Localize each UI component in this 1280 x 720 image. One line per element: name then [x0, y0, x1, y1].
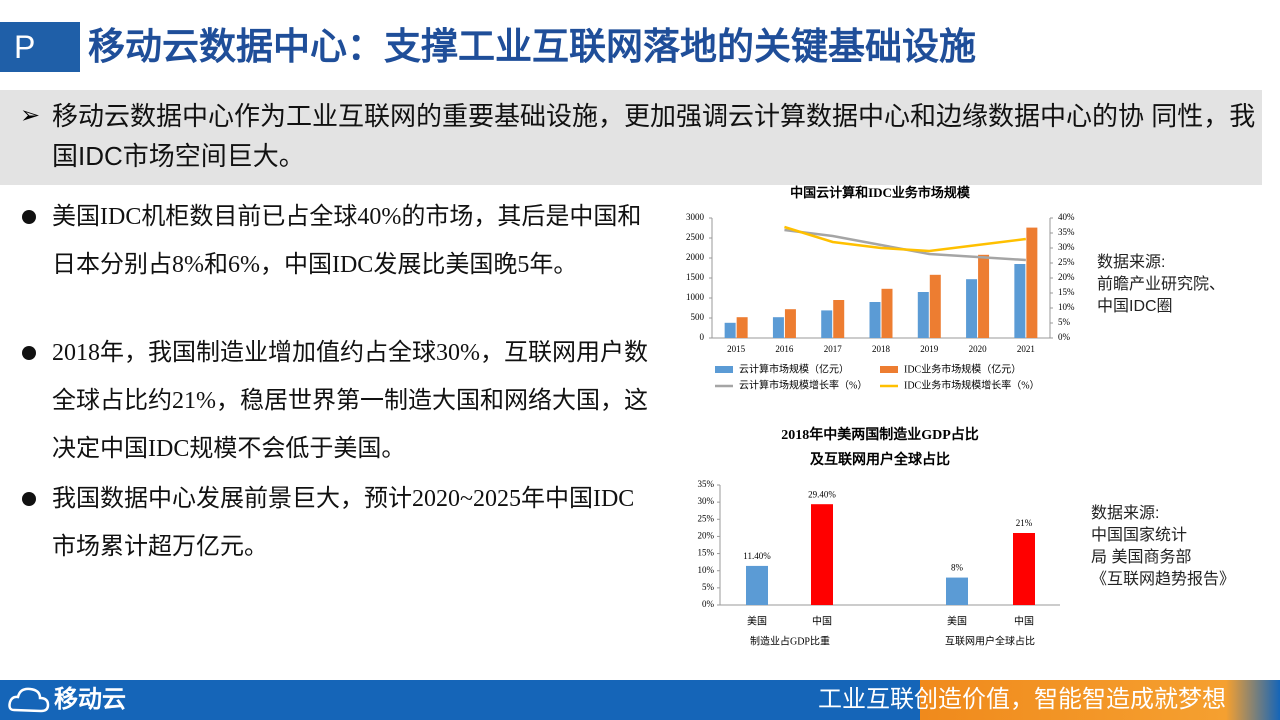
bar — [736, 317, 748, 338]
source-line: 《互联网趋势报告》 — [1091, 571, 1236, 588]
y-tick-label: 30% — [698, 496, 715, 506]
y-tick-label: 20% — [698, 530, 715, 540]
x-tick-label: 美国 — [747, 614, 767, 627]
x-tick-label: 2019 — [920, 344, 939, 354]
bar — [869, 302, 881, 338]
bar — [821, 310, 833, 338]
y-tick-label: 2000 — [686, 252, 705, 262]
slogan: 工业互联创造价值，智能智造成就梦想 — [818, 686, 1226, 713]
bullet: 我国数据中心发展前景巨大，预计2020~2025年中国IDC市场累计超万亿元。 — [52, 486, 635, 560]
source: 数据来源: 中国国家统计局 美国商务部《互联网趋势报告》 — [1091, 503, 1235, 591]
summary: 移动云数据中心作为工业互联网的重要基础设施，更加强调云计算数据中心和边缘数据中心… — [52, 101, 1256, 171]
line — [784, 228, 1026, 262]
source-line: 数据来源: — [1091, 505, 1160, 522]
x-tick-label: 中国 — [812, 614, 832, 627]
y2-tick-label: 25% — [1058, 257, 1075, 267]
source-line: 数据来源: — [1097, 254, 1166, 271]
y2-tick-label: 30% — [1058, 242, 1075, 252]
y-tick-label: 1500 — [686, 272, 705, 282]
bar — [1026, 227, 1038, 338]
bar — [833, 300, 845, 338]
bullet-dot — [22, 346, 36, 360]
value-label: 29.40% — [808, 489, 836, 499]
y2-tick-label: 0% — [1058, 332, 1071, 342]
y-tick-label: 5% — [702, 582, 715, 592]
bar — [724, 322, 736, 338]
legend-label: IDC业务市场规模增长率（%） — [904, 378, 1040, 391]
x-tick-label: 2020 — [969, 344, 988, 354]
y2-tick-label: 10% — [1058, 302, 1075, 312]
y-tick-label: 15% — [698, 548, 715, 558]
y-tick-label: 1000 — [686, 292, 705, 302]
bar — [811, 504, 833, 605]
bar — [784, 309, 796, 338]
logo: 移动云 — [54, 686, 126, 713]
x-tick-label: 2016 — [775, 344, 794, 354]
logo-icon — [8, 687, 50, 713]
y-tick-label: 25% — [698, 513, 715, 523]
y2-tick-label: 35% — [1058, 227, 1075, 237]
bullet-dot — [22, 492, 36, 506]
y-tick-label: 2500 — [686, 232, 705, 242]
legend-swatch — [715, 366, 733, 373]
y-tick-label: 10% — [698, 565, 715, 575]
line — [784, 225, 1027, 253]
chart-title: 2018年中美两国制造业GDP占比 — [781, 426, 979, 443]
x-tick-label: 中国 — [1014, 614, 1034, 627]
y-tick-label: 35% — [698, 479, 715, 489]
bar — [1014, 264, 1026, 338]
value-label: 11.40% — [743, 551, 771, 561]
bullet-dot — [22, 210, 36, 224]
bar — [966, 279, 978, 338]
chart-title: 中国云计算和IDC业务市场规模 — [790, 185, 971, 200]
source: 数据来源: 前瞻产业研究院、 中国IDC圈 — [1097, 252, 1225, 318]
y-tick-label: 500 — [691, 312, 705, 322]
footer-accent — [920, 680, 1280, 720]
y-tick-label: 0% — [702, 599, 715, 609]
bar — [746, 565, 768, 605]
y-tick-label: 3000 — [686, 212, 705, 222]
summary-band — [0, 90, 1262, 185]
y2-tick-label: 15% — [1058, 287, 1075, 297]
bar — [946, 577, 968, 605]
legend-swatch — [880, 366, 898, 373]
bar — [978, 254, 990, 338]
source-line: 中国国家统计 — [1091, 527, 1188, 544]
value-label: 8% — [951, 563, 964, 573]
y2-tick-label: 5% — [1058, 317, 1071, 327]
legend-label: 云计算市场规模（亿元） — [739, 362, 849, 375]
x-tick-label: 2017 — [824, 344, 843, 354]
x-tick-label: 2015 — [727, 344, 746, 354]
x-tick-label: 2021 — [1017, 344, 1035, 354]
bar — [772, 317, 784, 338]
chart-title: 及互联网用户全球占比 — [810, 451, 950, 468]
y2-tick-label: 20% — [1058, 272, 1075, 282]
source-line: 中国IDC圈 — [1097, 298, 1173, 315]
bar — [881, 288, 893, 338]
legend-label: 云计算市场规模增长率（%） — [739, 378, 867, 391]
bullet: 美国IDC机柜数目前已占全球40%的市场，其后是中国和日本分别占8%和6%，中国… — [52, 204, 642, 278]
badge: P — [0, 22, 80, 72]
value-label: 21% — [1016, 518, 1033, 528]
marker: ➢ — [20, 102, 41, 129]
x-tick-label: 美国 — [947, 614, 967, 627]
bar — [929, 274, 941, 338]
legend-label: IDC业务市场规模（亿元） — [904, 362, 1021, 375]
group-label: 制造业占GDP比重 — [750, 634, 830, 647]
bar — [1013, 533, 1035, 605]
source-line: 前瞻产业研究院、 — [1097, 276, 1226, 293]
source-line: 局 美国商务部 — [1091, 549, 1192, 566]
y2-tick-label: 40% — [1058, 212, 1075, 222]
bullet: 2018年，我国制造业增加值约占全球30%，互联网用户数全球占比约21%，稳居世… — [52, 340, 648, 462]
y-tick-label: 0 — [700, 332, 705, 342]
bar — [917, 292, 929, 338]
group-label: 互联网用户全球占比 — [945, 634, 1035, 647]
x-tick-label: 2018 — [872, 344, 891, 354]
title: 移动云数据中心：支撑工业互联网落地的关键基础设施 — [88, 26, 976, 67]
